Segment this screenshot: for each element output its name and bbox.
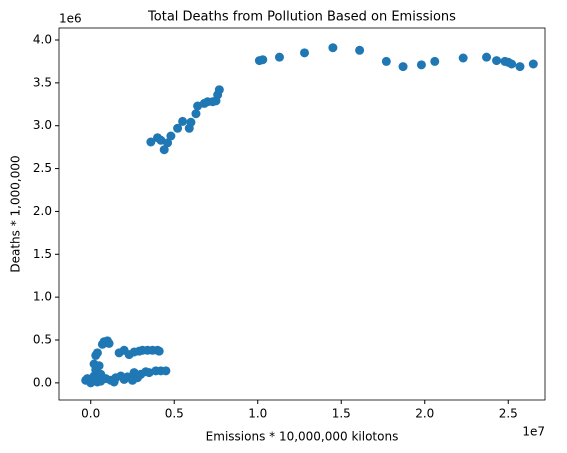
point xyxy=(507,59,517,69)
point xyxy=(458,53,468,63)
point xyxy=(300,48,310,58)
x-tick-label: 2.0 xyxy=(415,407,434,421)
point xyxy=(146,137,156,147)
point xyxy=(214,85,224,95)
y-tick-label: 1.5 xyxy=(33,247,52,261)
x-tick-label: 2.5 xyxy=(499,407,518,421)
point xyxy=(161,366,171,376)
point xyxy=(178,116,188,126)
point xyxy=(94,361,104,371)
y-tick-label: 4.0 xyxy=(33,33,52,47)
x-tick-label: 0.5 xyxy=(165,407,184,421)
y-tick-label: 2.5 xyxy=(33,161,52,175)
point xyxy=(154,346,164,356)
point xyxy=(166,131,176,141)
point xyxy=(328,43,338,53)
point xyxy=(191,109,201,119)
point xyxy=(274,52,284,62)
point xyxy=(355,45,365,55)
point xyxy=(92,348,102,358)
x-offset-label: 1e7 xyxy=(522,425,545,439)
point xyxy=(381,56,391,66)
point xyxy=(416,60,426,70)
x-tick-label: 1.5 xyxy=(332,407,351,421)
y-tick-label: 2.0 xyxy=(33,204,52,218)
y-axis-label: Deaths * 1,000,000 xyxy=(9,155,23,272)
point xyxy=(109,377,119,387)
point xyxy=(104,338,114,348)
point xyxy=(430,56,440,66)
point xyxy=(398,62,408,72)
point xyxy=(173,123,183,133)
point xyxy=(515,62,525,72)
y-tick-label: 0.0 xyxy=(33,375,52,389)
point xyxy=(186,117,196,127)
point xyxy=(163,138,173,148)
point xyxy=(482,52,492,62)
point xyxy=(528,59,538,69)
y-tick-label: 0.5 xyxy=(33,333,52,347)
point xyxy=(258,55,268,65)
point xyxy=(492,56,502,66)
y-tick-label: 1.0 xyxy=(33,290,52,304)
x-tick-label: 0.0 xyxy=(81,407,100,421)
y-offset-label: 1e6 xyxy=(59,12,82,26)
point xyxy=(92,377,102,387)
chart-title: Total Deaths from Pollution Based on Emi… xyxy=(147,10,456,25)
point xyxy=(159,145,169,155)
axes-frame xyxy=(58,27,546,401)
point xyxy=(129,368,139,378)
x-tick-label: 1.0 xyxy=(248,407,267,421)
x-axis-label: Emissions * 10,000,000 kilotons xyxy=(206,430,399,444)
y-tick-label: 3.0 xyxy=(33,118,52,132)
y-tick-label: 3.5 xyxy=(33,75,52,89)
